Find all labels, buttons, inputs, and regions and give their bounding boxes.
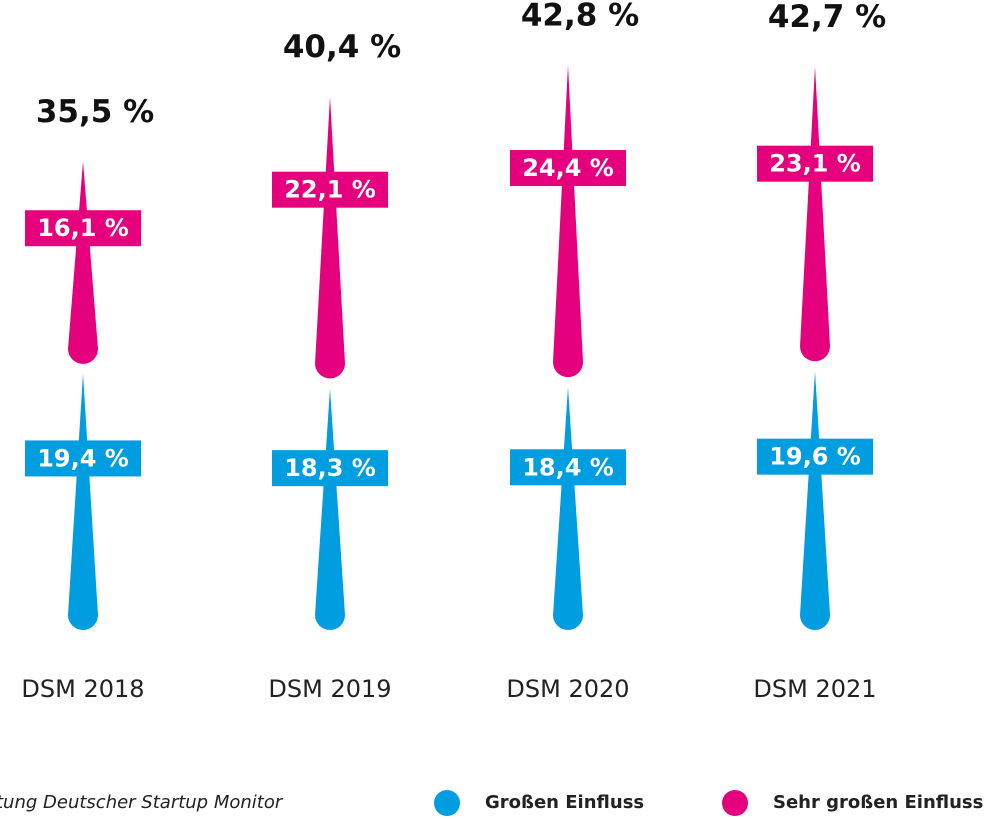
needle-segment — [68, 373, 98, 630]
needle-segment — [68, 161, 98, 364]
needle-segment — [315, 388, 345, 630]
total-label: 42,7 % — [768, 0, 886, 35]
source: tung Deutscher Startup Monitor — [0, 792, 284, 813]
needle-segment — [315, 96, 345, 379]
x-tick-label: DSM 2019 — [268, 675, 391, 703]
legend-swatch — [722, 790, 748, 816]
value-label-box — [510, 150, 626, 187]
legend-swatch — [434, 790, 460, 816]
value-label: 18,3 % — [284, 454, 376, 482]
value-label-box — [510, 449, 626, 486]
x-tick-label: DSM 2018 — [21, 675, 144, 703]
total-label: 42,8 % — [521, 0, 639, 34]
legend-label: Sehr großen Einfluss — [773, 792, 983, 813]
value-label: 24,4 % — [522, 154, 614, 182]
value-label: 19,4 % — [37, 444, 129, 472]
x-tick-label: DSM 2020 — [506, 675, 629, 703]
total-label: 35,5 % — [36, 94, 154, 130]
legend-label: Großen Einfluss — [485, 792, 644, 813]
needle-segment — [800, 66, 830, 362]
value-label-box — [757, 438, 873, 475]
needle-segment — [553, 65, 583, 378]
needle-segment — [800, 371, 830, 630]
value-label-box — [25, 210, 141, 247]
x-tick-label: DSM 2021 — [753, 675, 876, 703]
value-label-box — [757, 145, 873, 182]
total-label: 40,4 % — [283, 29, 401, 65]
value-label: 22,1 % — [284, 176, 376, 204]
value-label: 19,6 % — [769, 443, 861, 471]
value-label: 18,4 % — [522, 453, 614, 481]
needle-segment — [553, 387, 583, 630]
value-label: 16,1 % — [37, 214, 129, 242]
value-label-box — [272, 450, 388, 487]
value-label-box — [25, 440, 141, 477]
value-label: 23,1 % — [769, 150, 861, 178]
value-label-box — [272, 171, 388, 208]
